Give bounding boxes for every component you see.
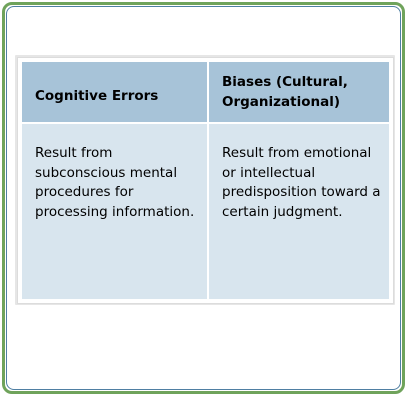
table-header-cognitive-errors: Cognitive Errors (22, 62, 207, 122)
table-cell-cognitive-errors: Result from subconscious mental procedur… (22, 124, 207, 299)
table-header-biases: Biases (Cultural, Organizational) (209, 62, 389, 122)
inner-frame (6, 6, 401, 390)
header-label-biases: Biases (Cultural, Organizational) (222, 74, 348, 110)
table-cell-biases: Result from emotional or intellectual pr… (209, 124, 389, 299)
comparison-table: Cognitive Errors Biases (Cultural, Organ… (17, 57, 394, 304)
header-label-cognitive-errors: Cognitive Errors (35, 88, 159, 104)
cell-text-biases: Result from emotional or intellectual pr… (222, 145, 381, 220)
cell-text-cognitive-errors: Result from subconscious mental procedur… (35, 145, 195, 220)
